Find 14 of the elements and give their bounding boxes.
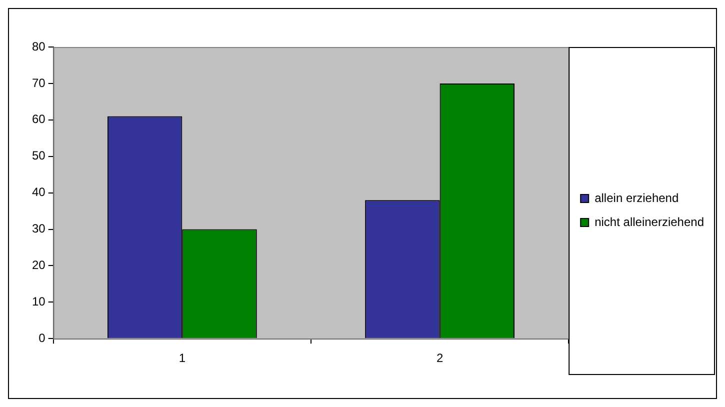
y-tick-label: 80 <box>32 39 46 54</box>
y-tick-label: 0 <box>38 330 46 345</box>
legend-label: nicht alleinerziehend <box>594 214 704 229</box>
y-tick-label: 60 <box>32 112 46 126</box>
chart-frame: allein erziehend nicht alleinerziehend 1 2 0 10 20 30 40 50 60 70 80 <box>8 8 717 399</box>
legend-label: allein erziehend <box>594 190 679 205</box>
y-tick-label: 70 <box>32 76 46 90</box>
x-tick-label: 2 <box>436 351 444 366</box>
y-tick-label: 10 <box>32 294 46 308</box>
x-tick-label: 1 <box>178 351 186 366</box>
y-tick-label: 50 <box>32 148 46 163</box>
y-tick-label: 30 <box>32 222 46 236</box>
y-tick-label: 40 <box>32 185 46 200</box>
y-tick-label: 20 <box>32 258 46 272</box>
